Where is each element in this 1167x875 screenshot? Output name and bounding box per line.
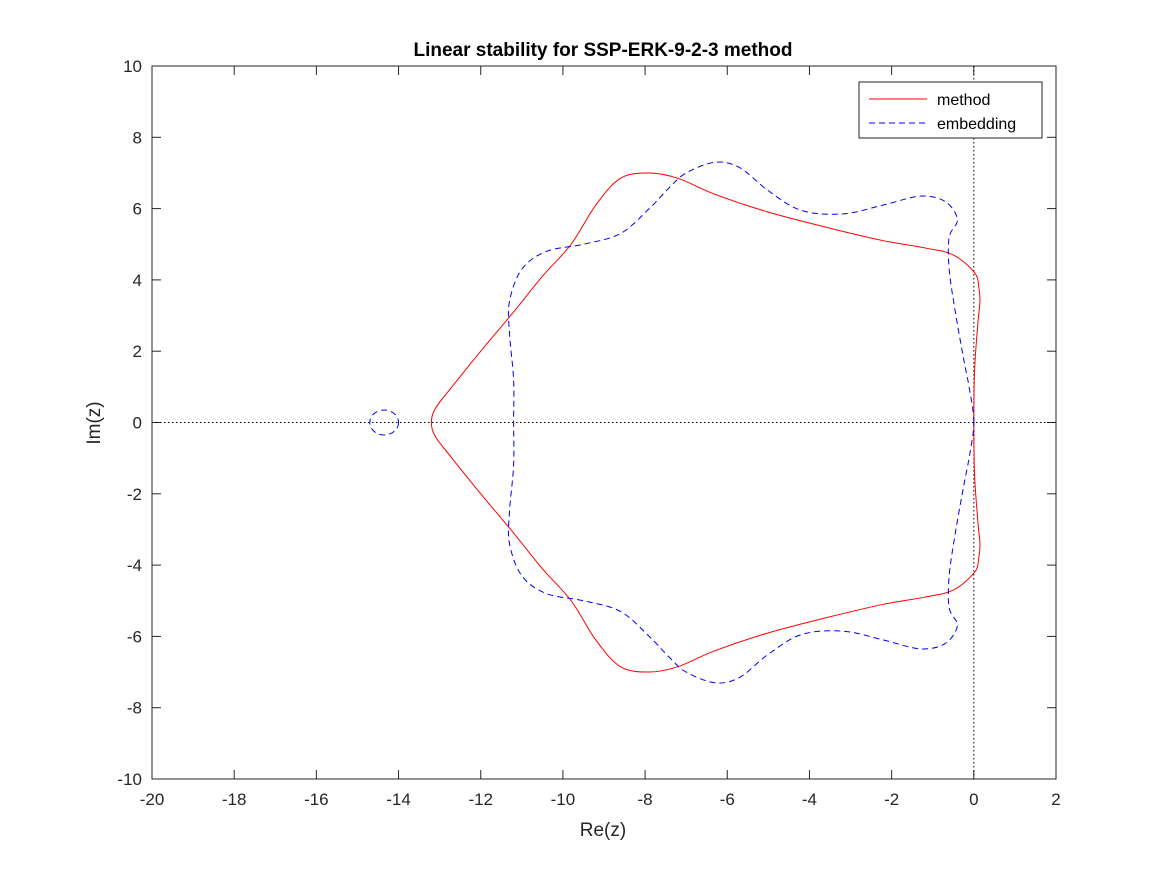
x-tick-label: -18 bbox=[222, 790, 247, 809]
series-method-curve bbox=[430, 172, 981, 673]
y-tick-label: 8 bbox=[133, 128, 142, 147]
y-tick-label: -10 bbox=[117, 770, 142, 789]
y-tick-label: -2 bbox=[127, 485, 142, 504]
y-axis-label: Im(z) bbox=[84, 401, 105, 444]
y-tick-label: -4 bbox=[127, 556, 142, 575]
x-tick-label: -2 bbox=[884, 790, 899, 809]
x-tick-label: -8 bbox=[638, 790, 653, 809]
y-tick-label: -8 bbox=[127, 699, 142, 718]
x-tick-label: -16 bbox=[304, 790, 329, 809]
chart-title: Linear stability for SSP-ERK-9-2-3 metho… bbox=[413, 40, 792, 61]
plot-area: -20 -18 -16 -14 -12 -10 -8 -6 -4 -2 0 2-10-8-6-4-20… bbox=[117, 57, 1060, 809]
x-tick-label: -10 bbox=[551, 790, 576, 809]
y-tick-label: 10 bbox=[123, 57, 142, 76]
x-tick-label: 2 bbox=[1051, 790, 1060, 809]
x-axis-label: Re(z) bbox=[580, 820, 626, 841]
x-tick-label: -14 bbox=[386, 790, 411, 809]
series-embedding-loop bbox=[369, 409, 400, 436]
y-tick-label: 4 bbox=[133, 271, 142, 290]
y-tick-label: 2 bbox=[133, 342, 142, 361]
y-tick-label: -6 bbox=[127, 627, 142, 646]
legend-box bbox=[858, 81, 1043, 139]
legend-label-method: method bbox=[937, 92, 990, 109]
x-tick-label: -6 bbox=[720, 790, 735, 809]
x-tick-label: -4 bbox=[802, 790, 817, 809]
x-tick-label: -12 bbox=[468, 790, 493, 809]
y-tick-label: 0 bbox=[133, 414, 142, 433]
legend: method embedding bbox=[858, 81, 1043, 139]
x-tick-label: 0 bbox=[969, 790, 978, 809]
y-tick-label: 6 bbox=[133, 200, 142, 219]
legend-label-embedding: embedding bbox=[937, 116, 1016, 133]
x-tick-label: -20 bbox=[140, 790, 165, 809]
series-embedding-curve bbox=[507, 161, 975, 684]
